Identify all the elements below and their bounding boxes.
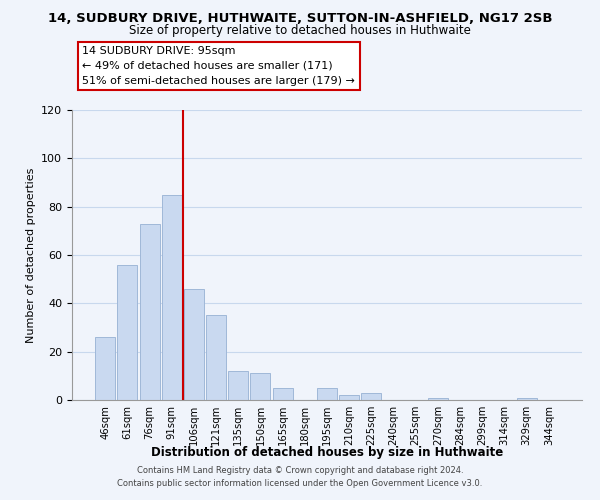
Text: 14 SUDBURY DRIVE: 95sqm
← 49% of detached houses are smaller (171)
51% of semi-d: 14 SUDBURY DRIVE: 95sqm ← 49% of detache… bbox=[82, 46, 355, 86]
Bar bbox=[95, 337, 115, 400]
Text: Size of property relative to detached houses in Huthwaite: Size of property relative to detached ho… bbox=[129, 24, 471, 37]
Bar bbox=[162, 194, 182, 400]
Text: Contains HM Land Registry data © Crown copyright and database right 2024.
Contai: Contains HM Land Registry data © Crown c… bbox=[118, 466, 482, 487]
Bar bbox=[428, 398, 448, 400]
Bar bbox=[361, 393, 382, 400]
Bar bbox=[184, 289, 204, 400]
Bar bbox=[140, 224, 160, 400]
Y-axis label: Number of detached properties: Number of detached properties bbox=[26, 168, 35, 342]
Bar bbox=[228, 371, 248, 400]
Text: Distribution of detached houses by size in Huthwaite: Distribution of detached houses by size … bbox=[151, 446, 503, 459]
Text: 14, SUDBURY DRIVE, HUTHWAITE, SUTTON-IN-ASHFIELD, NG17 2SB: 14, SUDBURY DRIVE, HUTHWAITE, SUTTON-IN-… bbox=[48, 12, 552, 26]
Bar bbox=[272, 388, 293, 400]
Bar bbox=[517, 398, 536, 400]
Bar bbox=[339, 395, 359, 400]
Bar bbox=[206, 316, 226, 400]
Bar bbox=[118, 264, 137, 400]
Bar bbox=[317, 388, 337, 400]
Bar bbox=[250, 374, 271, 400]
